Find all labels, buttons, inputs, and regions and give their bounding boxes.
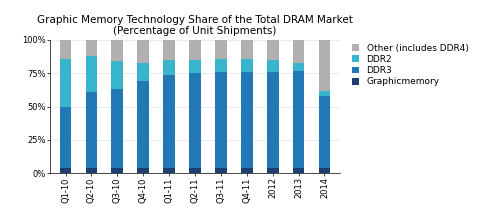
Bar (215, 59, 226, 72)
Bar (318, 96, 330, 168)
Bar (189, 168, 201, 173)
Bar (189, 73, 201, 168)
Bar (292, 71, 304, 168)
Bar (318, 91, 330, 96)
Bar (215, 72, 226, 168)
Bar (138, 40, 149, 63)
Bar (164, 60, 175, 75)
Bar (138, 168, 149, 173)
Legend: Other (includes DDR4), DDR2, DDR3, Graphicmemory: Other (includes DDR4), DDR2, DDR3, Graph… (350, 42, 470, 88)
Bar (60, 40, 72, 59)
Bar (267, 60, 278, 72)
Bar (86, 92, 98, 168)
Bar (112, 89, 123, 168)
Bar (292, 40, 304, 63)
Bar (292, 63, 304, 71)
Bar (112, 40, 123, 61)
Bar (241, 72, 252, 168)
Bar (86, 168, 98, 173)
Bar (267, 72, 278, 168)
Bar (112, 168, 123, 173)
Bar (189, 40, 201, 60)
Bar (112, 61, 123, 89)
Bar (241, 59, 252, 72)
Bar (86, 56, 98, 92)
Bar (267, 40, 278, 60)
Bar (215, 40, 226, 59)
Bar (241, 168, 252, 173)
Bar (292, 168, 304, 173)
Bar (215, 168, 226, 173)
Bar (164, 40, 175, 60)
Bar (60, 59, 72, 107)
Bar (86, 40, 98, 56)
Bar (138, 63, 149, 81)
Bar (138, 81, 149, 168)
Bar (164, 168, 175, 173)
Title: Graphic Memory Technology Share of the Total DRAM Market
(Percentage of Unit Shi: Graphic Memory Technology Share of the T… (37, 15, 353, 36)
Bar (60, 107, 72, 168)
Bar (60, 168, 72, 173)
Bar (164, 75, 175, 168)
Bar (189, 60, 201, 73)
Bar (318, 40, 330, 91)
Bar (267, 168, 278, 173)
Bar (318, 168, 330, 173)
Bar (241, 40, 252, 59)
